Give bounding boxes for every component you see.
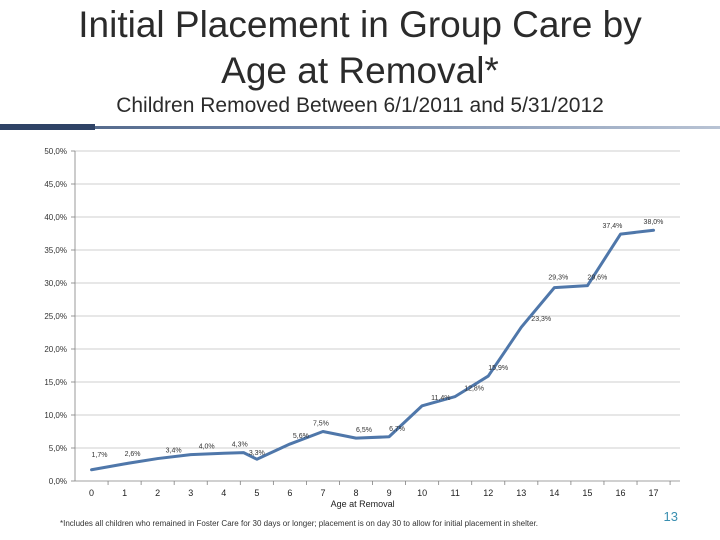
- slide-title: Initial Placement in Group Care by Age a…: [0, 2, 720, 94]
- gridlines: [75, 150, 680, 449]
- data-label: 7,5%: [313, 421, 329, 428]
- x-tick-label: 10: [417, 488, 427, 498]
- x-tick-label: 14: [549, 488, 559, 498]
- data-label: 37,4%: [602, 223, 622, 230]
- y-tick-label: 40,0%: [44, 213, 67, 222]
- x-tick-label: 1: [122, 488, 127, 498]
- data-label: 12,8%: [464, 386, 484, 393]
- data-label: 29,6%: [587, 275, 607, 282]
- y-tick-label: 15,0%: [44, 378, 67, 387]
- y-tick-label: 10,0%: [44, 411, 67, 420]
- title-divider: [0, 126, 720, 129]
- x-tick-label: 4: [221, 488, 226, 498]
- y-tick-label: 50,0%: [44, 147, 67, 156]
- x-tick-label: 11: [451, 488, 460, 498]
- page-number: 13: [663, 509, 678, 524]
- slide-subtitle: Children Removed Between 6/1/2011 and 5/…: [116, 94, 604, 117]
- slide-title-line1: Initial Placement in Group Care by: [78, 4, 642, 45]
- data-label: 38,0%: [644, 219, 664, 226]
- data-label: 29,3%: [548, 275, 568, 282]
- y-tick-label: 5,0%: [49, 444, 67, 453]
- data-label: 1,7%: [92, 452, 108, 459]
- axes: 0,0%5,0%10,0%15,0%20,0%25,0%30,0%35,0%40…: [44, 147, 680, 509]
- data-label: 4,0%: [199, 444, 215, 451]
- y-tick-label: 35,0%: [44, 246, 67, 255]
- y-tick-label: 20,0%: [44, 345, 67, 354]
- x-tick-label: 17: [649, 488, 659, 498]
- x-tick-label: 0: [89, 488, 94, 498]
- x-tick-label: 5: [254, 488, 259, 498]
- data-label: 11,4%: [431, 395, 450, 402]
- data-label: 6,7%: [389, 426, 405, 433]
- footnote: *Includes all children who remained in F…: [60, 519, 539, 528]
- x-axis-title: Age at Removal: [331, 499, 395, 509]
- data-label: 23,3%: [531, 316, 551, 323]
- y-tick-label: 0,0%: [49, 477, 67, 486]
- data-label: 15,9%: [488, 365, 508, 372]
- series-lines: [90, 228, 656, 472]
- x-tick-label: 16: [615, 488, 625, 498]
- y-tick-label: 45,0%: [44, 180, 67, 189]
- x-tick-label: 7: [320, 488, 325, 498]
- x-tick-label: 8: [354, 488, 359, 498]
- data-label: 5,6%: [293, 433, 309, 440]
- x-tick-label: 9: [387, 488, 392, 498]
- y-tick-label: 30,0%: [44, 279, 67, 288]
- x-tick-label: 3: [188, 488, 193, 498]
- slide-title-line2: Age at Removal*: [221, 50, 499, 91]
- data-label: 4,3%: [232, 442, 248, 449]
- data-label: 3,3%: [249, 450, 265, 457]
- title-divider-accent: [0, 124, 95, 130]
- data-label: 2,6%: [125, 451, 141, 458]
- data-labels: 1,7% 2,6% 3,4% 4,0% 4,3%3,3% 5,6% 7,5% 6,5% 6,7%…: [92, 219, 664, 459]
- x-tick-label: 12: [483, 488, 493, 498]
- x-tick-label: 2: [155, 488, 160, 498]
- series-line: [90, 228, 656, 472]
- data-label: 6,5%: [356, 427, 372, 434]
- x-tick-label: 15: [582, 488, 592, 498]
- x-tick-label: 13: [516, 488, 526, 498]
- x-tick-label: 6: [287, 488, 292, 498]
- y-tick-label: 25,0%: [44, 312, 67, 321]
- data-label: 3,4%: [166, 448, 182, 455]
